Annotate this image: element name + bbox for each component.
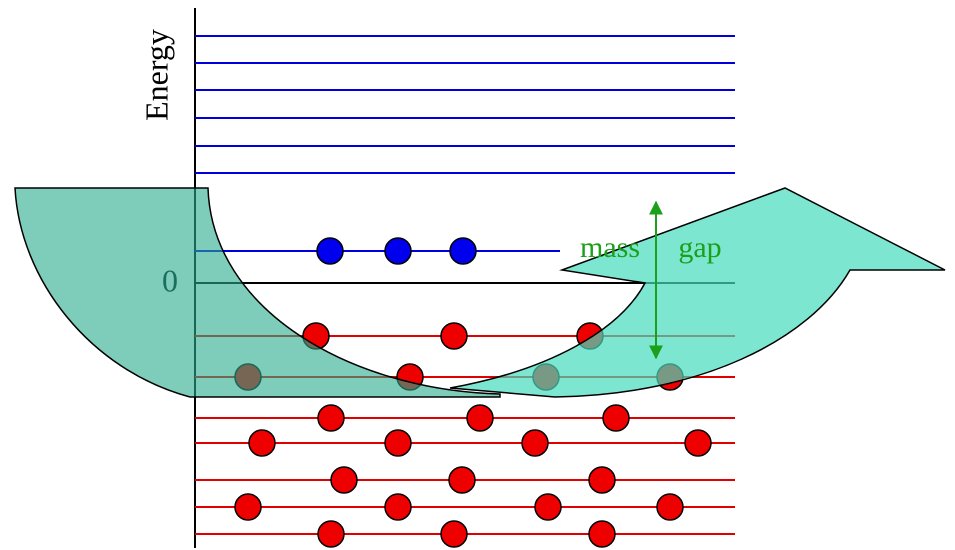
zero-label: 0 xyxy=(162,262,178,298)
excitation-arrow xyxy=(15,188,945,397)
gap-label: gap xyxy=(678,231,721,264)
axis-label: Energy xyxy=(138,29,174,121)
page: {"labels": {"energy": "Energy", "zero": … xyxy=(0,0,955,550)
diagram: Energy 0 mass gap xyxy=(0,0,955,550)
mass-label: mass xyxy=(580,231,640,264)
